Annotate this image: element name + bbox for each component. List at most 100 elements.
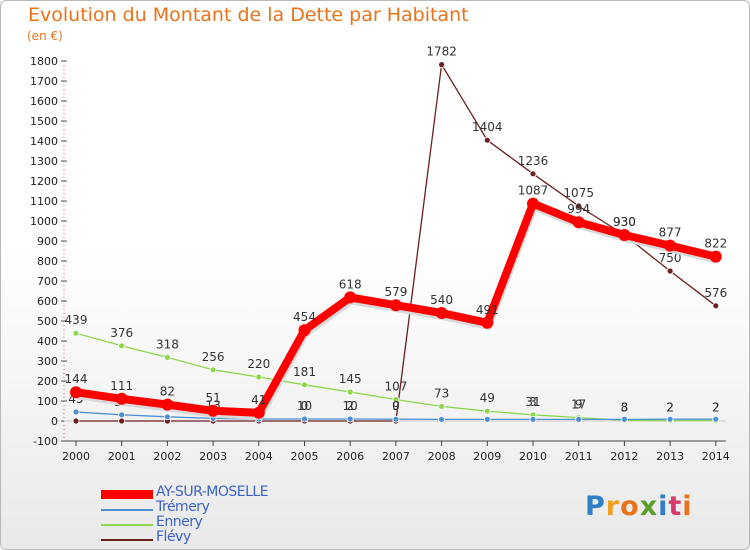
x-tick-label-2008: 2008: [428, 450, 456, 463]
point-tr-mery-2011: [575, 415, 583, 423]
data-label-ay-sur-moselle-2007: 579: [384, 285, 407, 299]
logo-letter-4: i: [658, 491, 669, 522]
chart-subtitle: (en €): [27, 29, 63, 43]
point-ay-sur-moselle-2013: [664, 239, 677, 252]
x-tick-label-2004: 2004: [245, 450, 273, 463]
point-tr-mery-2010: [529, 415, 537, 423]
point-ay-sur-moselle-2000: [70, 386, 82, 399]
point-tr-mery-2000: [72, 408, 80, 416]
data-label-ay-sur-moselle-2005: 454: [293, 310, 316, 324]
y-tick-label--100: -100: [33, 435, 58, 448]
x-tick-label-2000: 2000: [62, 450, 90, 463]
point-fl-vy-2013: [666, 267, 674, 275]
y-tick-label-800: 800: [37, 255, 58, 268]
data-label-ennery-2008: 73: [434, 386, 449, 400]
data-label-extra-4: 9: [575, 398, 583, 412]
point-ay-sur-moselle-2007: [389, 299, 402, 312]
data-label-ay-sur-moselle-2014: 822: [704, 237, 727, 251]
point-ennery-2005: [301, 381, 308, 389]
y-tick-label-700: 700: [37, 275, 58, 288]
legend-swatch-flevy: [101, 539, 153, 541]
logo-letter-3: x: [639, 491, 659, 522]
data-label-fl-vy-2013: 750: [659, 251, 682, 265]
point-tr-mery-2007: [392, 415, 400, 423]
data-label-fl-vy-2014: 576: [704, 286, 727, 300]
x-tick-label-2006: 2006: [336, 450, 364, 463]
y-tick-label-200: 200: [37, 375, 58, 388]
y-tick-label-1100: 1100: [30, 195, 58, 208]
legend-swatch-tremery: [101, 509, 153, 511]
point-fl-vy-2009: [483, 136, 491, 144]
x-tick-label-2014: 2014: [702, 450, 730, 463]
point-ennery-2003: [209, 366, 217, 374]
data-label-tr-mery-2006: 10: [343, 399, 358, 413]
y-tick-label-1700: 1700: [30, 75, 58, 88]
data-label-ay-sur-moselle-2010: 1087: [518, 184, 549, 198]
point-fl-vy-2000: [72, 417, 80, 425]
data-label-ay-sur-moselle-2011: 994: [567, 202, 590, 216]
data-label-extra-5: 8: [621, 400, 629, 414]
chart-title: Evolution du Montant de la Dette par Hab…: [28, 4, 469, 26]
y-tick-label-900: 900: [37, 235, 58, 248]
logo-letter-0: P: [585, 491, 606, 522]
point-ennery-2006: [346, 388, 354, 396]
point-ennery-2001: [118, 342, 126, 350]
point-fl-vy-2011: [575, 202, 583, 210]
point-tr-mery-2005: [301, 415, 308, 423]
legend-label-ay-sur-moselle: AY-SUR-MOSELLE: [156, 484, 269, 500]
data-label-tr-mery-2005: 10: [297, 399, 312, 413]
point-tr-mery-2008: [438, 415, 446, 423]
data-label-ennery-2005: 181: [293, 365, 316, 379]
data-label-ennery-2002: 318: [156, 337, 179, 351]
data-label-fl-vy-2008: 1782: [426, 45, 457, 59]
data-label-extra-7: 2: [712, 401, 720, 415]
point-ay-sur-moselle-2011: [572, 216, 585, 229]
y-tick-label-300: 300: [37, 355, 58, 368]
y-tick-label-600: 600: [37, 295, 58, 308]
data-label-fl-vy-2011: 1075: [563, 186, 594, 200]
point-ay-sur-moselle-2003: [207, 404, 220, 417]
data-label-ay-sur-moselle-2002: 82: [160, 385, 175, 399]
x-tick-label-2007: 2007: [382, 450, 410, 463]
y-tick-label-1400: 1400: [30, 135, 58, 148]
point-ay-sur-moselle-2006: [344, 291, 357, 304]
data-label-ennery-2006: 145: [339, 372, 362, 386]
x-tick-label-2003: 2003: [199, 450, 227, 463]
legend-label-tremery: Trémery: [156, 499, 210, 515]
x-tick-label-2005: 2005: [291, 450, 319, 463]
y-tick-label-1300: 1300: [30, 155, 58, 168]
data-label-ennery-2009: 49: [480, 391, 495, 405]
point-ennery-2000: [72, 329, 80, 337]
point-ay-sur-moselle-2002: [161, 398, 174, 411]
x-tick-label-2013: 2013: [656, 450, 684, 463]
legend-swatch-ennery: [101, 524, 153, 526]
point-fl-vy-2008: [438, 61, 446, 68]
logo-letter-2: o: [620, 491, 640, 522]
x-tick-label-2002: 2002: [153, 450, 181, 463]
series-line-fl-vy: [76, 63, 717, 422]
data-label-ay-sur-moselle-2008: 540: [430, 293, 453, 307]
proxiti-logo: Proxiti: [585, 491, 693, 522]
point-ennery-2009: [483, 407, 491, 415]
x-tick-label-2001: 2001: [108, 450, 136, 463]
data-label-ay-sur-moselle-2004: 41: [251, 393, 266, 407]
point-ennery-2008: [438, 402, 446, 410]
data-label-ennery-2013: 2: [666, 401, 674, 415]
y-tick-label-400: 400: [37, 335, 58, 348]
logo-letter-5: t: [668, 491, 683, 522]
point-tr-mery-2014: [712, 415, 720, 423]
data-label-ay-sur-moselle-2001: 111: [110, 379, 133, 393]
point-tr-mery-2009: [483, 415, 491, 423]
y-tick-label-1800: 1800: [30, 55, 58, 68]
point-ennery-2002: [163, 353, 171, 361]
data-label-ay-sur-moselle-2012: 930: [613, 215, 636, 229]
data-label-ennery-2010: 31: [525, 395, 540, 409]
x-tick-label-2009: 2009: [473, 450, 501, 463]
point-ennery-2004: [255, 373, 263, 381]
y-tick-label-0: 0: [51, 415, 58, 428]
point-tr-mery-2001: [118, 411, 126, 419]
point-ay-sur-moselle-2014: [709, 250, 722, 263]
logo-letter-1: r: [605, 491, 621, 522]
point-fl-vy-2001: [118, 417, 126, 425]
